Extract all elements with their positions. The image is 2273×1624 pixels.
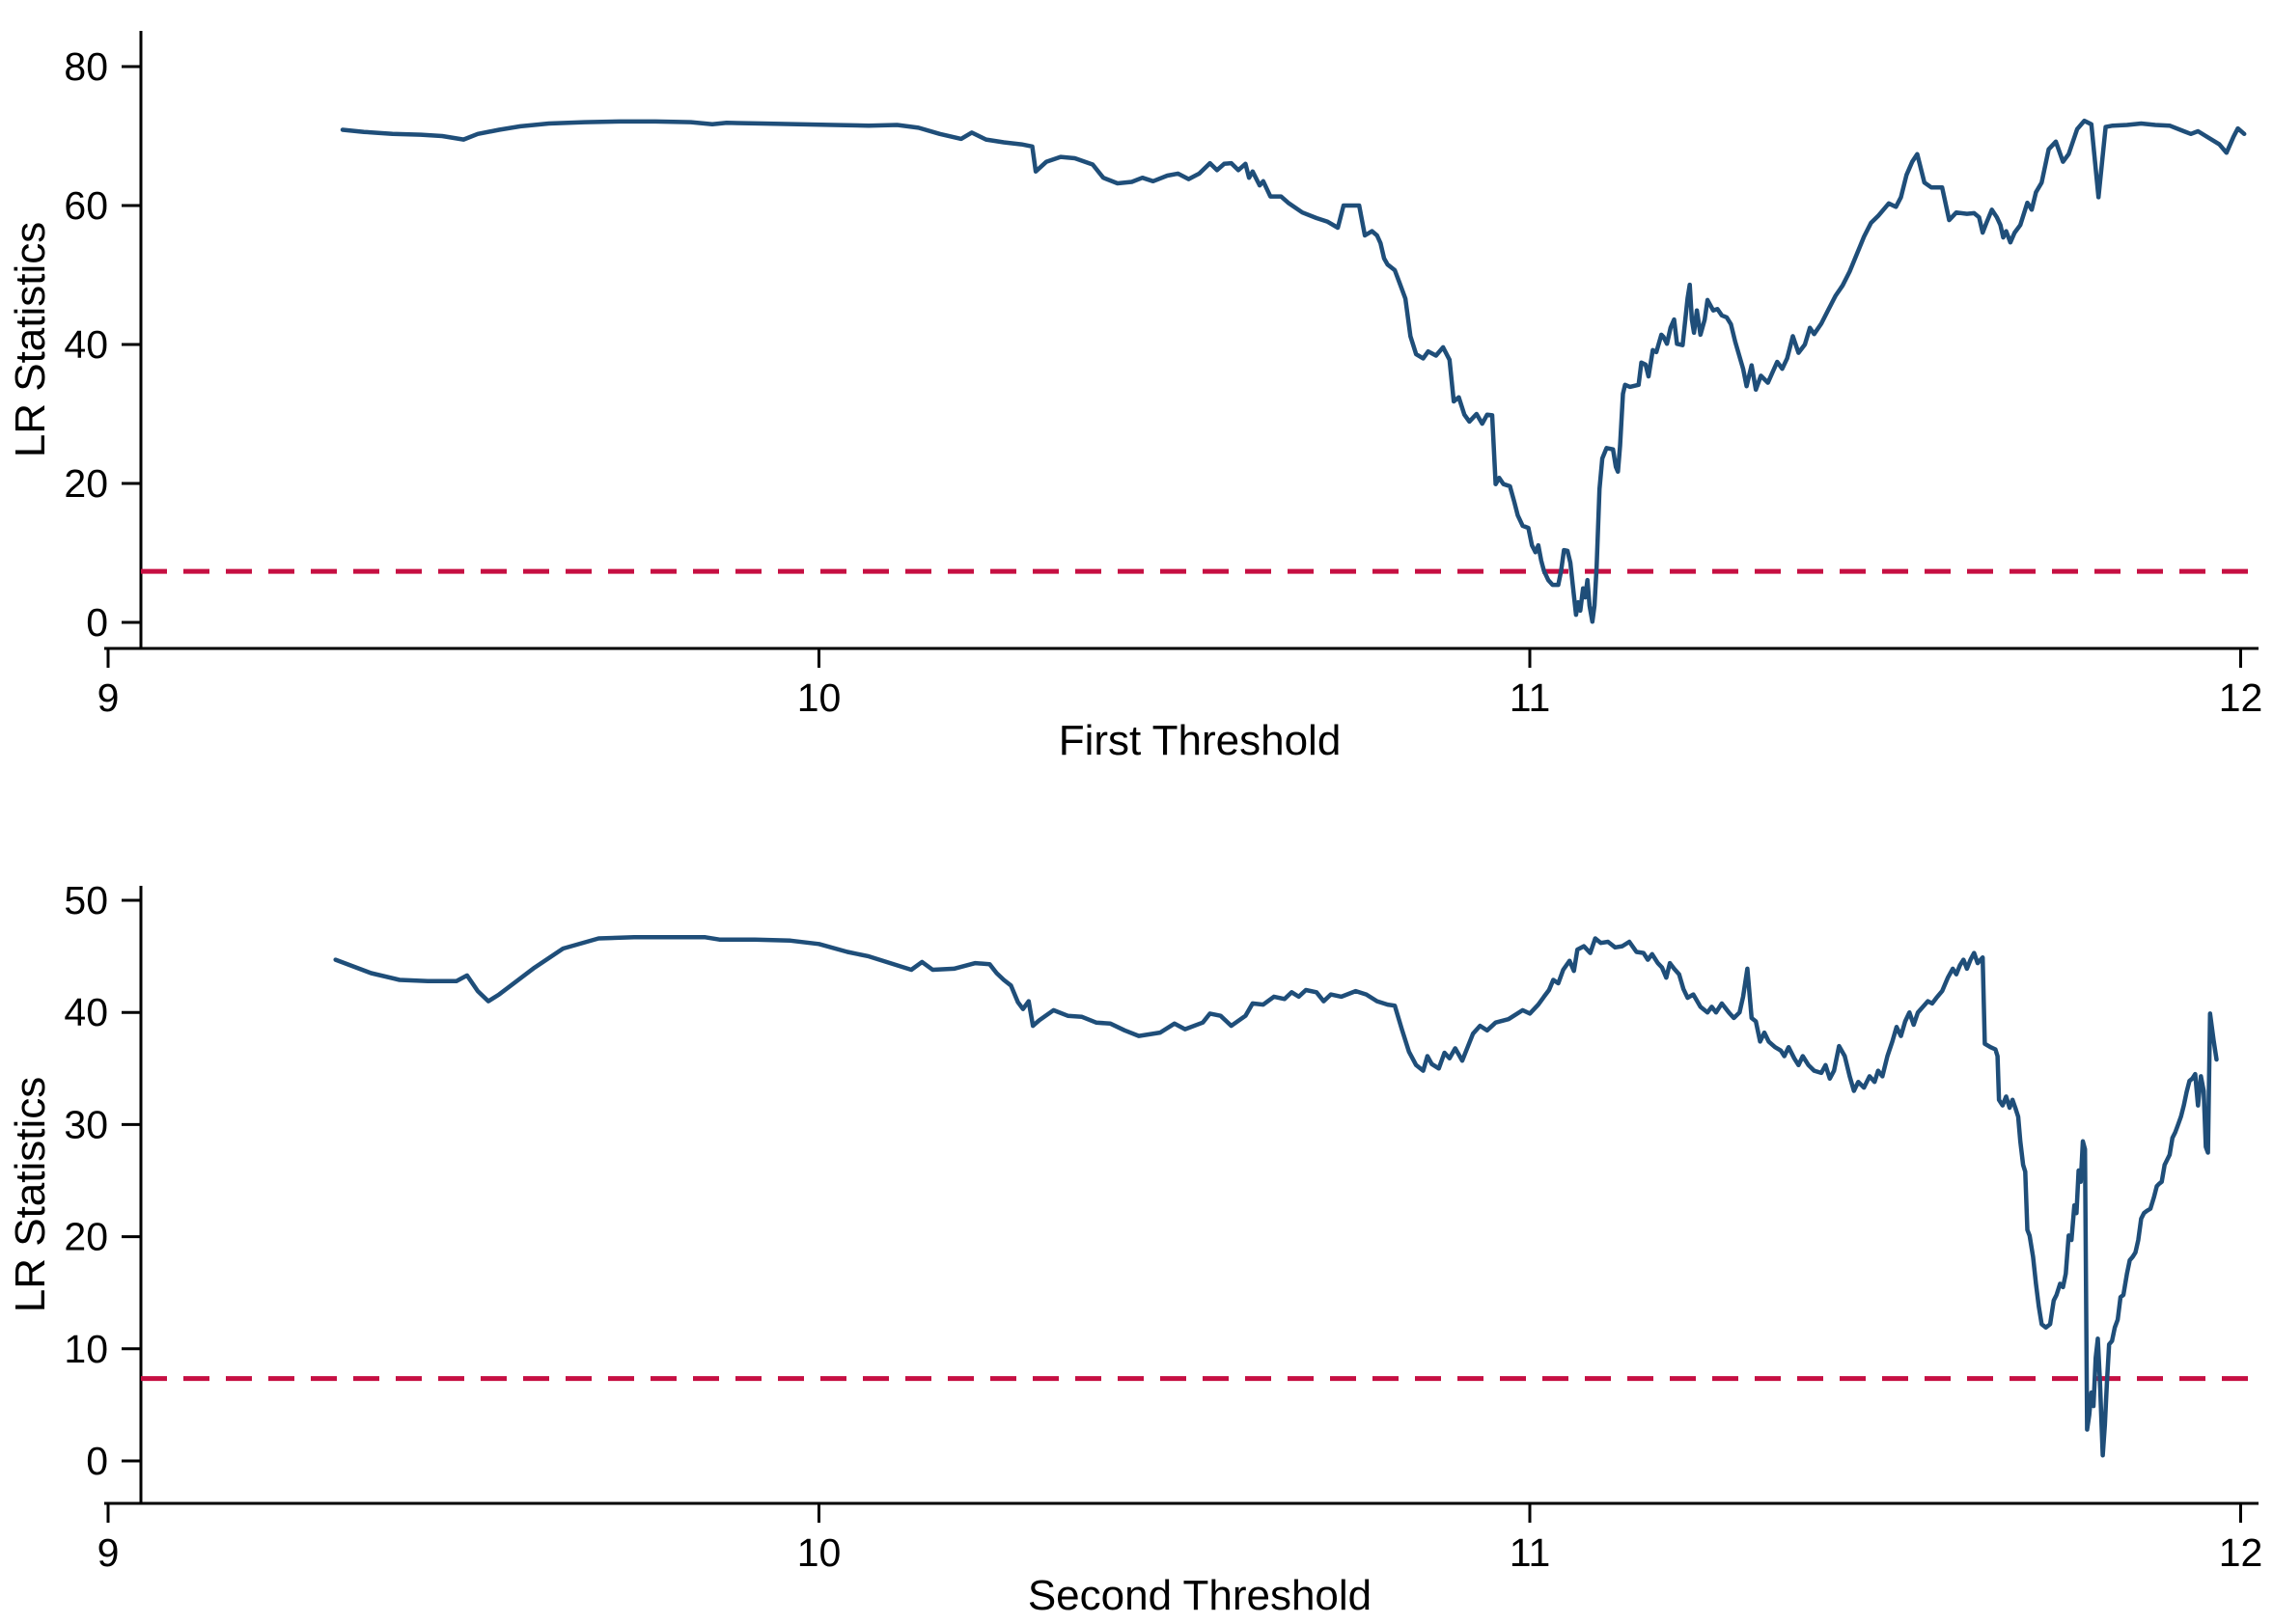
y-tick-label: 0 xyxy=(86,1439,108,1483)
second-threshold-plot-area: 9 10 11 12 0 10 20 30 40 50 xyxy=(64,878,2262,1575)
first-threshold-chart-svg: 9 10 11 12 0 20 40 60 80 First Threshold LR Stat… xyxy=(7,31,2262,764)
lr-statistic-line xyxy=(340,118,2247,624)
x-tick-label: 9 xyxy=(97,675,120,720)
y-axis-title-first: LR Statistics xyxy=(7,222,54,458)
y-tick-label: 40 xyxy=(64,322,108,367)
x-tick-label: 12 xyxy=(2219,1530,2263,1575)
y-tick-label: 80 xyxy=(64,44,108,89)
y-tick-label: 20 xyxy=(64,1215,108,1259)
second-threshold-chart-svg: 9 10 11 12 0 10 20 30 40 50 Second Threshold LR S… xyxy=(7,878,2262,1619)
x-tick-label: 9 xyxy=(97,1530,120,1575)
first-threshold-chart: 9 10 11 12 0 20 40 60 80 First Threshold LR Stat… xyxy=(7,31,2262,764)
y-tick-label: 10 xyxy=(64,1327,108,1371)
x-tick-label: 11 xyxy=(1510,1530,1551,1575)
y-tick-label: 0 xyxy=(86,600,108,645)
y-tick-label: 50 xyxy=(64,878,108,922)
lr-statistic-line xyxy=(333,935,2219,1458)
x-tick-label: 11 xyxy=(1510,675,1551,720)
y-tick-label: 20 xyxy=(64,461,108,506)
x-axis-title-first: First Threshold xyxy=(1059,717,1342,764)
x-tick-label: 12 xyxy=(2219,675,2263,720)
x-tick-label: 10 xyxy=(797,675,842,720)
x-axis-title-second: Second Threshold xyxy=(1028,1572,1372,1619)
x-tick-label: 10 xyxy=(797,1530,842,1575)
y-tick-label: 40 xyxy=(64,990,108,1034)
y-tick-label: 60 xyxy=(64,183,108,228)
y-axis-title-second: LR Statistics xyxy=(7,1077,54,1313)
second-threshold-chart: 9 10 11 12 0 10 20 30 40 50 Second Threshold LR S… xyxy=(0,849,2273,1624)
first-threshold-plot-area: 9 10 11 12 0 20 40 60 80 xyxy=(64,31,2262,720)
y-tick-label: 30 xyxy=(64,1102,108,1146)
